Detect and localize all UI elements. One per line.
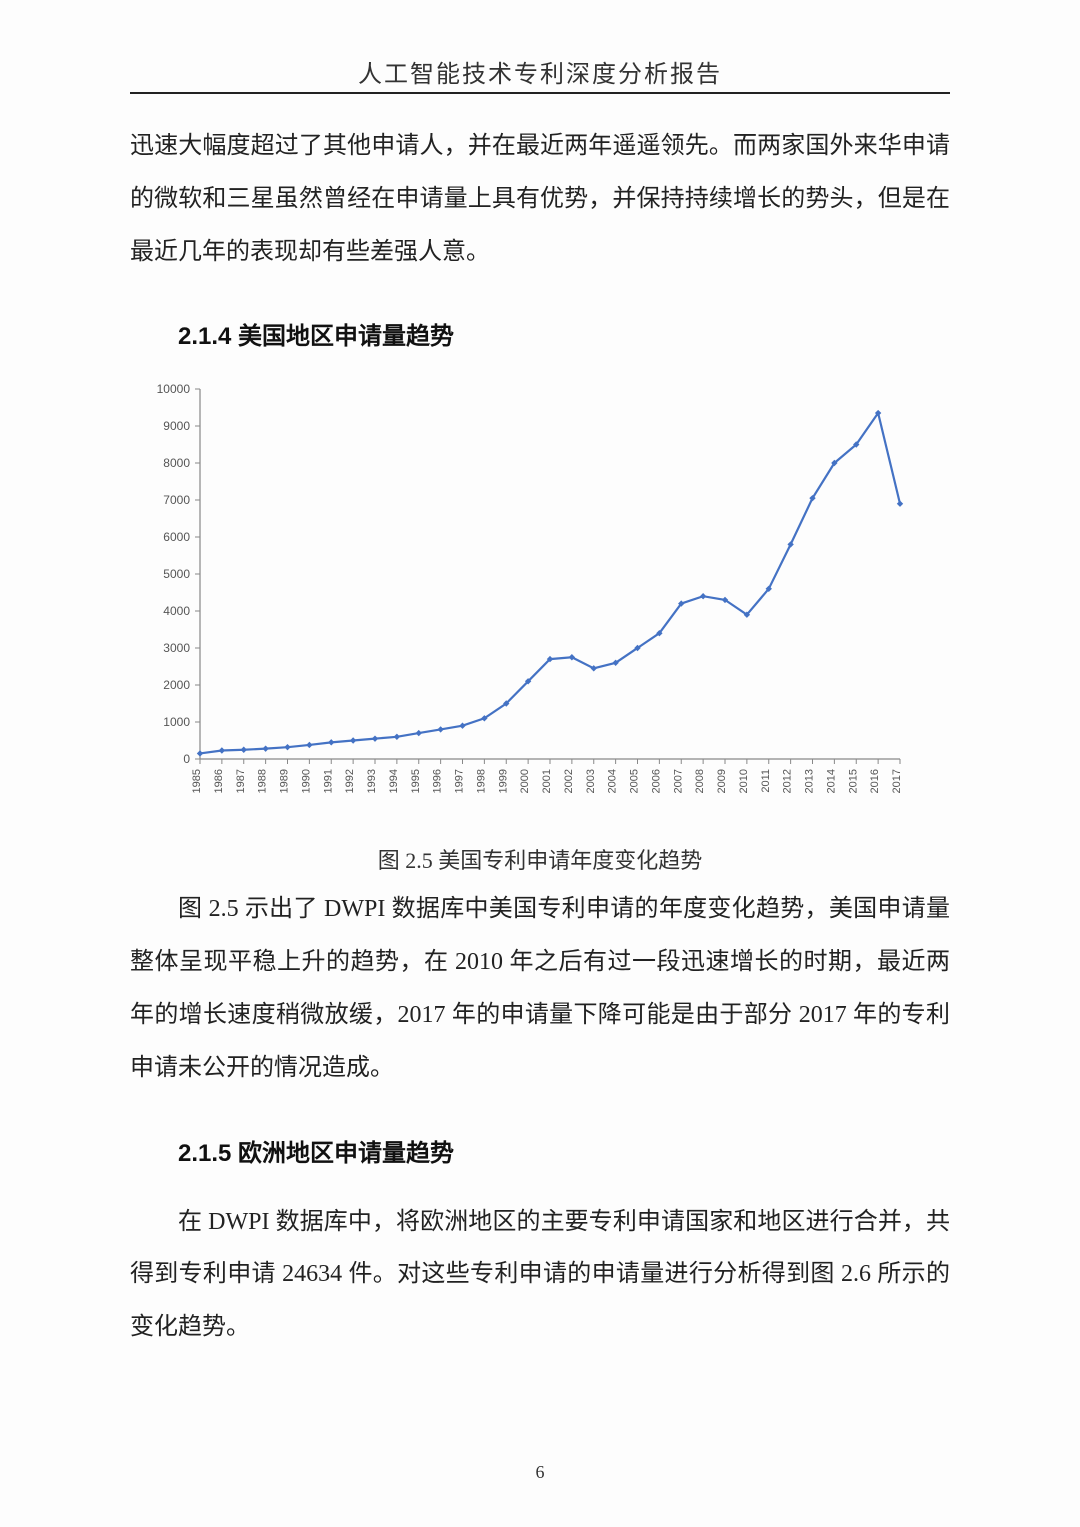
- svg-text:1990: 1990: [300, 769, 312, 793]
- svg-text:2000: 2000: [519, 769, 531, 793]
- svg-text:7000: 7000: [163, 493, 190, 507]
- svg-text:2002: 2002: [563, 769, 575, 793]
- svg-text:4000: 4000: [163, 604, 190, 618]
- svg-text:2004: 2004: [607, 769, 619, 793]
- section-heading-214: 2.1.4 美国地区申请量趋势: [130, 316, 950, 351]
- svg-text:2011: 2011: [760, 769, 772, 793]
- svg-text:2001: 2001: [541, 769, 553, 793]
- paragraph-1: 迅速大幅度超过了其他申请人，并在最近两年遥遥领先。而两家国外来华申请的微软和三星…: [130, 120, 950, 278]
- svg-text:2015: 2015: [847, 769, 859, 793]
- svg-text:1986: 1986: [213, 769, 225, 793]
- svg-text:3000: 3000: [163, 641, 190, 655]
- paragraph-3: 在 DWPI 数据库中，将欧洲地区的主要专利申请国家和地区进行合并，共得到专利申…: [130, 1196, 950, 1354]
- svg-text:2017: 2017: [891, 769, 903, 793]
- svg-text:1992: 1992: [344, 769, 356, 793]
- page: 人工智能技术专利深度分析报告 迅速大幅度超过了其他申请人，并在最近两年遥遥领先。…: [0, 0, 1080, 1527]
- svg-text:1995: 1995: [410, 769, 422, 793]
- svg-text:2009: 2009: [716, 769, 728, 793]
- svg-text:1985: 1985: [191, 769, 203, 793]
- svg-text:8000: 8000: [163, 456, 190, 470]
- svg-text:1991: 1991: [322, 769, 334, 793]
- svg-text:1988: 1988: [257, 769, 269, 793]
- paragraph-2: 图 2.5 示出了 DWPI 数据库中美国专利申请的年度变化趋势，美国申请量整体…: [130, 883, 950, 1094]
- content: 迅速大幅度超过了其他申请人，并在最近两年遥遥领先。而两家国外来华申请的微软和三星…: [130, 120, 950, 1354]
- svg-text:2000: 2000: [163, 678, 190, 692]
- svg-text:9000: 9000: [163, 419, 190, 433]
- svg-text:1996: 1996: [432, 769, 444, 793]
- svg-text:2013: 2013: [804, 769, 816, 793]
- svg-text:1989: 1989: [279, 769, 291, 793]
- svg-text:1999: 1999: [497, 769, 509, 793]
- svg-text:1997: 1997: [454, 769, 466, 793]
- chart-us-trend: 0 1000 2000 3000 4000 5000 6000 7000 8000 9000 100…: [130, 379, 920, 839]
- svg-text:0: 0: [183, 752, 190, 766]
- header-rule: [130, 92, 950, 94]
- chart-caption: 图 2.5 美国专利申请年度变化趋势: [130, 843, 950, 875]
- svg-text:2003: 2003: [585, 769, 597, 793]
- svg-text:6000: 6000: [163, 530, 190, 544]
- page-number: 6: [0, 1462, 1080, 1483]
- svg-text:1998: 1998: [475, 769, 487, 793]
- svg-text:10000: 10000: [157, 382, 191, 396]
- svg-text:1987: 1987: [235, 769, 247, 793]
- svg-text:1993: 1993: [366, 769, 378, 793]
- svg-text:2010: 2010: [738, 769, 750, 793]
- svg-text:5000: 5000: [163, 567, 190, 581]
- svg-text:1994: 1994: [388, 769, 400, 793]
- svg-text:2012: 2012: [782, 769, 794, 793]
- chart-svg: 0 1000 2000 3000 4000 5000 6000 7000 8000 9000 100…: [130, 379, 920, 839]
- svg-text:2008: 2008: [694, 769, 706, 793]
- section-heading-215: 2.1.5 欧洲地区申请量趋势: [130, 1133, 950, 1168]
- svg-text:2006: 2006: [650, 769, 662, 793]
- page-header-title: 人工智能技术专利深度分析报告: [0, 54, 1080, 89]
- svg-text:1000: 1000: [163, 715, 190, 729]
- svg-text:2016: 2016: [869, 769, 881, 793]
- svg-text:2007: 2007: [672, 769, 684, 793]
- svg-text:2005: 2005: [629, 769, 641, 793]
- svg-text:2014: 2014: [825, 769, 837, 793]
